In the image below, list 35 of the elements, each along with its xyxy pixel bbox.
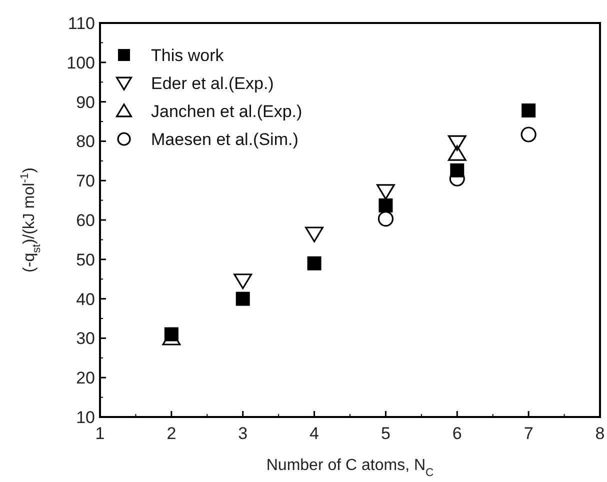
point bbox=[376, 184, 395, 200]
point bbox=[520, 126, 536, 142]
point bbox=[522, 103, 536, 118]
y-tick-label: 90 bbox=[76, 92, 95, 112]
point bbox=[378, 211, 394, 227]
y-tick-label: 20 bbox=[76, 368, 95, 388]
point bbox=[307, 256, 322, 270]
point bbox=[378, 198, 393, 212]
x-tick-label: 5 bbox=[380, 424, 390, 443]
y-tick-label: 70 bbox=[76, 172, 95, 191]
point bbox=[448, 145, 466, 161]
x-tick-label: 2 bbox=[166, 424, 176, 443]
y-tick-label: 30 bbox=[76, 329, 95, 348]
x-axis-title: Number of C atoms, N$_{C}$ bbox=[266, 457, 434, 479]
x-tick-label: 8 bbox=[595, 424, 605, 443]
x-tick-label: 6 bbox=[452, 424, 462, 443]
y-tick-label: 50 bbox=[76, 250, 95, 270]
point bbox=[305, 226, 324, 242]
y-tick-label: 60 bbox=[76, 211, 95, 230]
x-tick-label: 1 bbox=[95, 424, 105, 443]
y-tick-label: 10 bbox=[76, 408, 95, 427]
y-tick-label: 40 bbox=[76, 290, 95, 309]
legend-label: Maesen et al.(Sim.) bbox=[151, 130, 298, 149]
point bbox=[236, 292, 250, 306]
legend-label: Janchen et al.(Exp.) bbox=[151, 102, 302, 121]
legend-label: Eder et al.(Exp.) bbox=[151, 74, 274, 93]
y-tick-label: 110 bbox=[68, 14, 95, 33]
point bbox=[448, 135, 466, 151]
legend-label: This work bbox=[151, 46, 224, 65]
point bbox=[234, 274, 252, 290]
x-tick-label: 3 bbox=[238, 424, 248, 443]
x-tick-label: 4 bbox=[310, 424, 320, 443]
y-tick-label: 80 bbox=[76, 132, 95, 152]
x-tick-label: 7 bbox=[524, 424, 534, 443]
y-tick-label: 100 bbox=[66, 53, 95, 72]
